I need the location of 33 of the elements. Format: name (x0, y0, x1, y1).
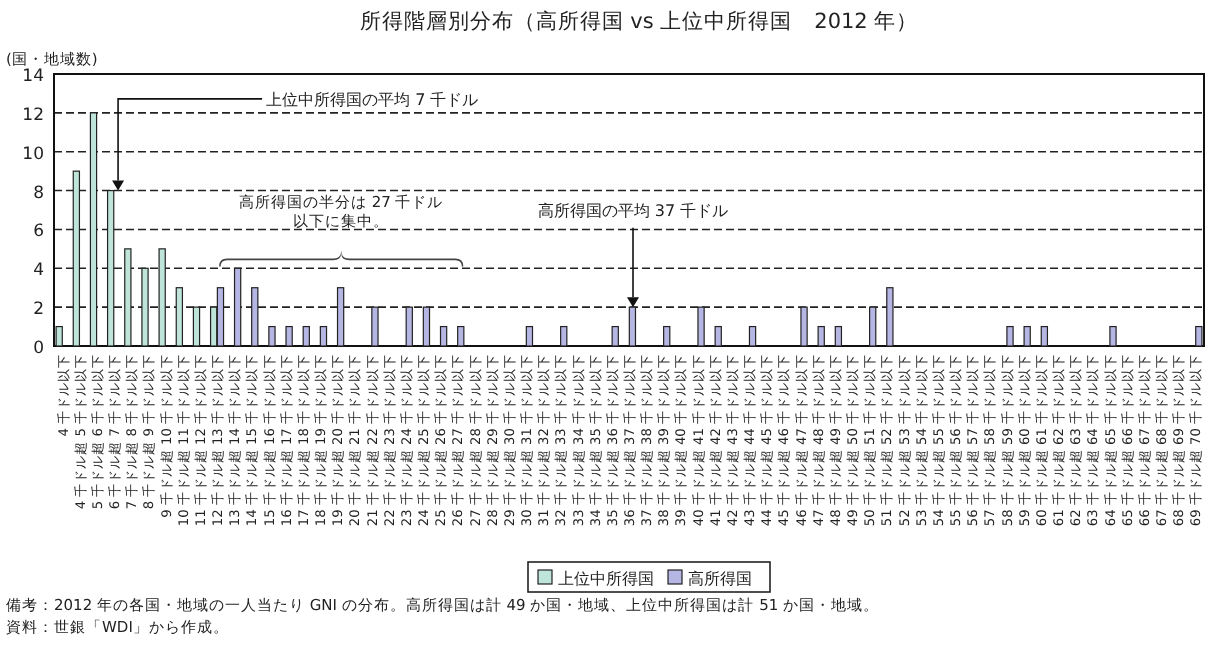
bar (748, 325, 757, 347)
bar (1006, 325, 1014, 347)
bar (834, 325, 843, 347)
annotation: 高所得国の平均 37 千ドル (537, 201, 729, 220)
y-tick-label: 0 (33, 339, 44, 359)
bar (268, 325, 276, 347)
y-tick-label: 2 (33, 300, 44, 321)
bar (285, 325, 293, 347)
bar (817, 325, 825, 347)
y-tick-label: 12 (22, 105, 44, 126)
bar (302, 325, 310, 347)
bar (1023, 325, 1031, 347)
y-tick-label: 10 (22, 144, 44, 165)
bar (1109, 325, 1117, 347)
bar (525, 325, 534, 347)
bar (457, 325, 465, 347)
legend-label: 高所得国 (688, 570, 752, 588)
chart-title: 所得階層別分布（高所得国 vs 上位中所得国 2012 年） (359, 8, 919, 34)
y-tick-label: 4 (33, 261, 44, 282)
bar (1040, 325, 1049, 347)
bar (55, 325, 63, 347)
bar (714, 325, 722, 347)
y-tick-label: 8 (33, 183, 44, 204)
bar (319, 325, 328, 347)
bar (1195, 325, 1203, 347)
legend-label: 上位中所得国 (558, 570, 654, 588)
y-tick-label: 6 (33, 222, 44, 243)
annotation: 上位中所得国の平均 7 千ドル (266, 90, 479, 109)
bar (439, 325, 448, 347)
y-tick-label: 14 (22, 67, 44, 87)
bar (611, 325, 619, 347)
bar (560, 325, 568, 347)
bar (663, 325, 671, 347)
